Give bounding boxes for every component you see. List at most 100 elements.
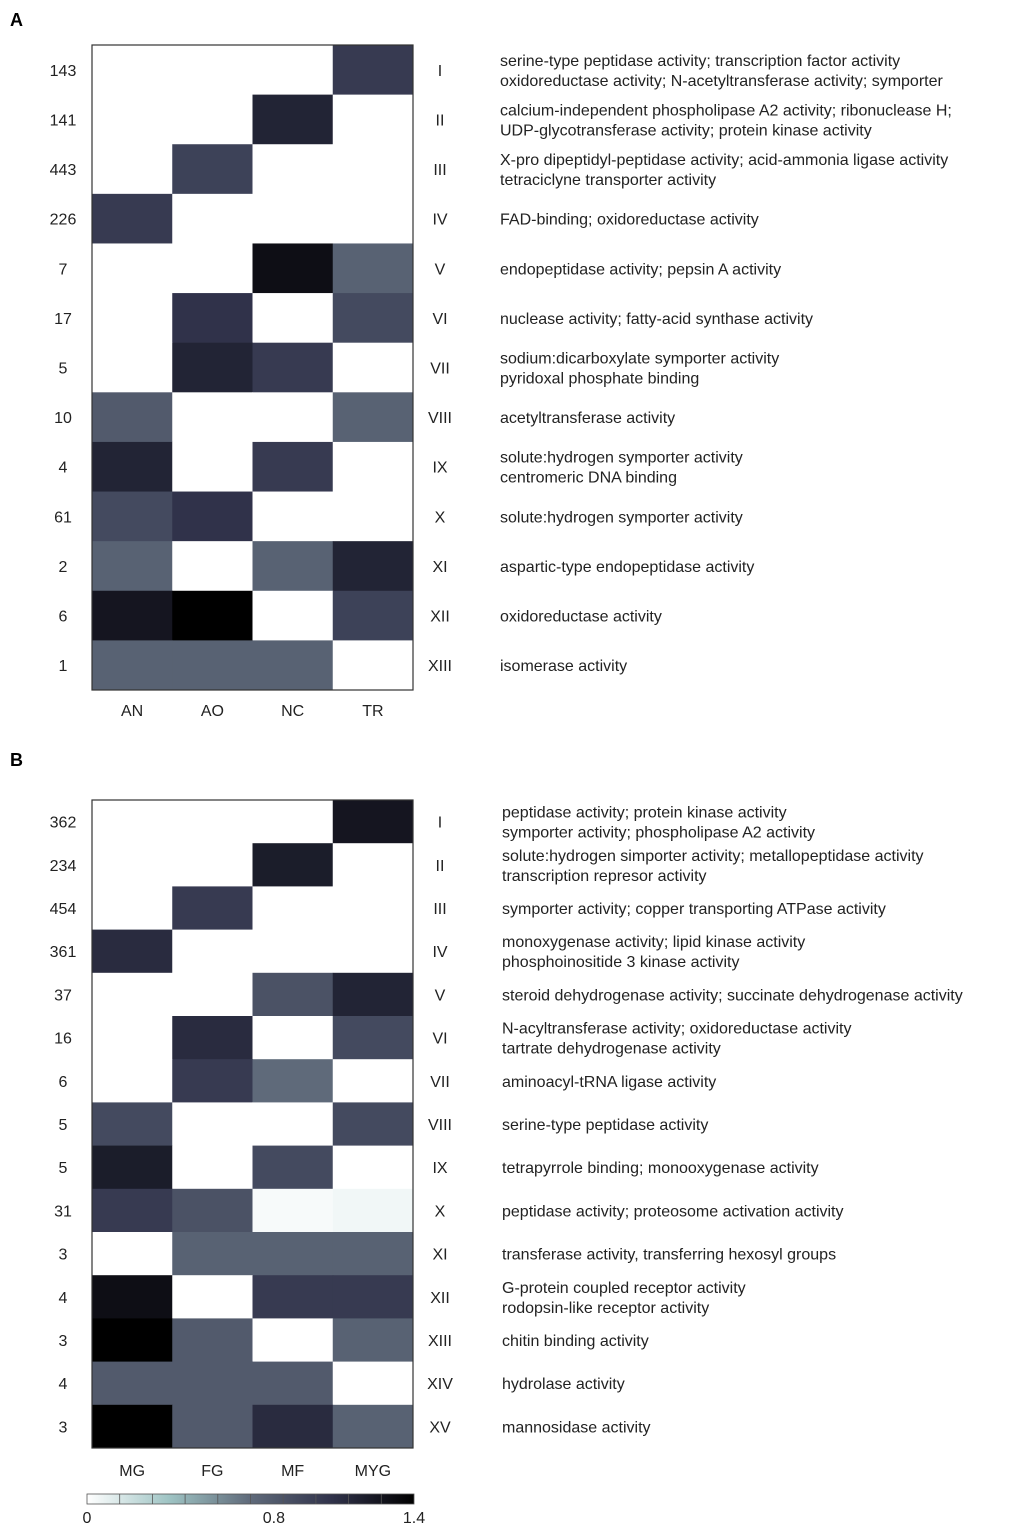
- annotation-line: solute:hydrogen symporter activity: [500, 509, 743, 526]
- row-count-label: 3: [59, 1419, 68, 1436]
- heatmap-cell: [172, 800, 253, 844]
- heatmap-cell: [92, 886, 173, 931]
- cluster-label: III: [433, 901, 446, 918]
- heatmap-cell: [332, 972, 414, 1017]
- heatmap-cell: [92, 243, 173, 294]
- cluster-label: V: [435, 261, 446, 278]
- cluster-label: XI: [432, 1247, 447, 1264]
- heatmap-cell: [252, 94, 334, 145]
- annotation-line: tetraciclyne transporter activity: [500, 172, 716, 189]
- cluster-label: XIII: [428, 1333, 452, 1350]
- row-count-label: 37: [54, 987, 72, 1004]
- annotation-line: peptidase activity; protein kinase activ…: [502, 805, 787, 822]
- heatmap-cell: [172, 1404, 253, 1449]
- heatmap-cell: [172, 441, 253, 493]
- heatmap-cell: [172, 45, 253, 96]
- annotation-line: aminoacyl-tRNA ligase activity: [502, 1074, 716, 1091]
- heatmap-cell: [252, 843, 334, 887]
- heatmap-cell: [92, 843, 173, 887]
- heatmap-cell: [252, 1016, 334, 1060]
- heatmap-cell: [172, 590, 253, 641]
- heatmap-cell: [252, 193, 334, 244]
- heatmap-cell: [332, 144, 414, 195]
- heatmap-cell: [332, 843, 414, 887]
- heatmap-cell: [252, 929, 334, 974]
- cluster-label: IX: [432, 1160, 447, 1177]
- row-count-label: 4: [59, 1376, 68, 1393]
- annotation-line: serine-type peptidase activity: [502, 1117, 708, 1134]
- heatmap-cell: [252, 1404, 334, 1449]
- cluster-label: X: [435, 509, 446, 526]
- annotation-line: symporter activity; phospholipase A2 act…: [502, 825, 815, 842]
- column-label: MYG: [355, 1463, 391, 1480]
- heatmap-cell: [172, 1016, 253, 1060]
- cluster-label: V: [435, 987, 446, 1004]
- annotation-line: G-protein coupled receptor activity: [502, 1280, 746, 1297]
- heatmap-cell: [332, 800, 414, 844]
- heatmap-cell: [92, 972, 173, 1017]
- annotation-line: tetrapyrrole binding; monooxygenase acti…: [502, 1160, 819, 1177]
- heatmap-cell: [252, 590, 334, 641]
- heatmap-cell: [252, 541, 334, 592]
- heatmap-cell: [332, 1145, 414, 1190]
- cluster-label: VII: [430, 361, 450, 378]
- row-count-label: 362: [50, 815, 77, 832]
- cluster-label: VII: [430, 1074, 450, 1091]
- heatmap-cell: [252, 1188, 334, 1233]
- heatmap-cell: [332, 1318, 414, 1363]
- heatmap-cell: [92, 1232, 173, 1276]
- heatmap-cell: [332, 491, 414, 542]
- row-count-label: 4: [59, 1290, 68, 1307]
- heatmap-cell: [252, 800, 334, 844]
- heatmap-cell: [332, 193, 414, 244]
- row-count-label: 226: [50, 212, 77, 229]
- heatmap-cell: [332, 1016, 414, 1060]
- annotation-line: rodopsin-like receptor activity: [502, 1300, 709, 1317]
- heatmap-cell: [92, 1145, 173, 1190]
- heatmap-cell: [172, 94, 253, 145]
- row-count-label: 6: [59, 609, 68, 626]
- row-count-label: 454: [50, 901, 77, 918]
- annotation-line: mannosidase activity: [502, 1419, 651, 1436]
- cluster-label: XIV: [427, 1376, 453, 1393]
- heatmap-cell: [332, 1102, 414, 1147]
- annotation-line: isomerase activity: [500, 658, 627, 675]
- row-count-label: 16: [54, 1031, 72, 1048]
- annotation-line: serine-type peptidase activity; transcri…: [500, 53, 900, 70]
- heatmap-frame: [91, 44, 414, 691]
- row-count-label: 61: [54, 509, 72, 526]
- heatmap-cell: [172, 640, 253, 691]
- heatmap-cell: [252, 243, 334, 294]
- column-label: TR: [362, 703, 383, 720]
- heatmap-cell: [172, 1059, 253, 1103]
- heatmap-cell: [172, 886, 253, 931]
- heatmap-cell: [332, 1404, 414, 1449]
- heatmap-cell: [332, 1361, 414, 1406]
- row-count-label: 1: [59, 658, 68, 675]
- heatmap-cell: [92, 1404, 173, 1449]
- heatmap-cell: [332, 1232, 414, 1276]
- row-count-label: 10: [54, 410, 72, 427]
- heatmap-cell: [332, 929, 414, 974]
- row-count-label: 141: [50, 112, 77, 129]
- heatmap-cell: [332, 243, 414, 294]
- heatmap-cell: [92, 1016, 173, 1060]
- annotation-line: sodium:dicarboxylate symporter activity: [500, 351, 779, 368]
- cluster-label: VI: [432, 311, 447, 328]
- annotation-line: symporter activity; copper transporting …: [502, 901, 886, 918]
- heatmap-cell: [252, 45, 334, 96]
- annotation-line: transcription represor activity: [502, 868, 707, 885]
- heatmap-cell: [252, 886, 334, 931]
- heatmap-cell: [332, 392, 414, 443]
- heatmap-cell: [92, 1361, 173, 1406]
- annotation-line: solute:hydrogen symporter activity: [500, 450, 743, 467]
- heatmap-cell: [92, 1318, 173, 1363]
- heatmap-cell: [92, 293, 173, 344]
- heatmap-cell: [332, 1275, 414, 1319]
- cluster-label: I: [438, 815, 442, 832]
- heatmap-cell: [92, 1059, 173, 1103]
- heatmap-cell: [172, 1361, 253, 1406]
- heatmap-cell: [252, 1361, 334, 1406]
- heatmap-cell: [92, 929, 173, 974]
